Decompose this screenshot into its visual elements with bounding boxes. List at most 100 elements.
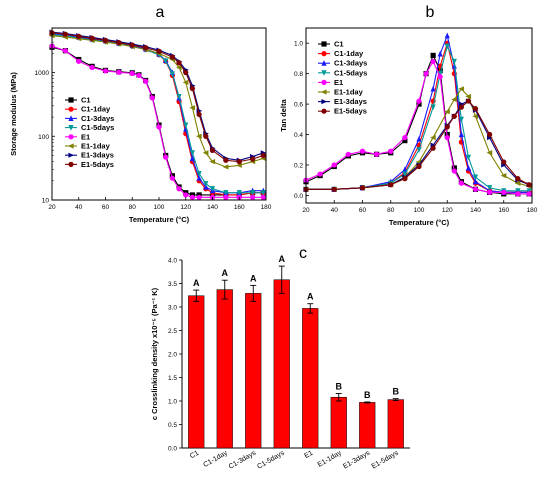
y-tick-label-c-6: 3.0 <box>168 305 177 312</box>
data-point-a-4-9 <box>149 95 155 101</box>
data-point-a-7-4 <box>102 37 109 43</box>
data-point-a-3-18 <box>236 190 242 196</box>
x-tick-label-a-8: 180 <box>261 204 272 211</box>
category-label-c-4: E1 <box>303 450 314 460</box>
y-tick-label-c-1: 0.5 <box>168 422 177 429</box>
data-point-b-7-14 <box>515 176 521 182</box>
legend-label-a-1: C1-1day <box>81 105 111 114</box>
data-point-b-3-5 <box>416 147 422 153</box>
y-tick-label-b-4: 0.8 <box>294 71 303 78</box>
data-point-a-5-12 <box>189 105 196 111</box>
data-point-b-7-7 <box>444 124 450 130</box>
data-point-a-4-1 <box>62 48 68 54</box>
x-tick-label-a-6: 140 <box>207 204 218 211</box>
data-point-a-4-6 <box>129 70 135 76</box>
bar-c-4 <box>302 308 319 449</box>
data-point-b-5-7 <box>444 109 450 115</box>
data-point-b-5-11 <box>472 113 479 119</box>
data-point-b-3-10 <box>458 116 464 123</box>
y-tick-label-c-2: 1.0 <box>168 399 177 406</box>
x-tick-label-b-2: 60 <box>359 207 367 214</box>
data-point-b-4-11 <box>437 74 443 80</box>
data-point-b-0-10 <box>430 52 436 58</box>
data-point-b-3-11 <box>465 154 472 161</box>
data-point-a-4-16 <box>196 194 202 200</box>
x-tick-label-b-5: 120 <box>442 207 453 214</box>
y-tick-label-c-4: 2.0 <box>168 352 177 359</box>
data-point-a-4-2 <box>76 58 82 64</box>
data-point-a-3-17 <box>223 190 229 196</box>
x-tick-label-a-7: 160 <box>234 204 245 211</box>
data-point-a-4-7 <box>136 72 142 79</box>
data-point-a-3-15 <box>203 181 209 187</box>
data-point-a-7-12 <box>189 85 196 92</box>
panel-a-storage-modulus-chart: a 20 40 60 80 100 120 140 160 180 10 100 1000 Tempera… <box>9 4 272 224</box>
legend-label-a-3: C1-5days <box>81 123 114 132</box>
data-point-b-2-5 <box>416 135 422 142</box>
x-axis-label-a: Temperature (°C) <box>129 215 190 224</box>
y-tick-label-b-1: 0.2 <box>294 162 303 169</box>
legend-label-b-2: C1-3days <box>334 59 367 68</box>
data-point-a-4-5 <box>116 69 122 75</box>
data-point-b-3-4 <box>402 171 408 178</box>
data-point-b-4-5 <box>374 151 380 157</box>
panel-c-crosslinking-bar-chart: c0.00.51.01.52.02.53.03.54.0AC1AC1-1dayA… <box>150 245 410 471</box>
data-point-b-2-7 <box>437 50 443 57</box>
data-point-a-7-16 <box>223 157 229 163</box>
data-point-b-4-9 <box>423 71 429 77</box>
bar-c-5 <box>330 396 347 449</box>
group-label-c-0: A <box>193 278 200 288</box>
x-tick-label-a-2: 60 <box>102 204 110 211</box>
data-point-b-0-7 <box>402 138 408 144</box>
data-point-a-3-13 <box>189 150 196 156</box>
data-point-b-4-19 <box>526 191 532 197</box>
legend-marker-a-4 <box>68 134 74 140</box>
y-tick-label-a-1: 100 <box>38 134 49 141</box>
data-point-a-7-19 <box>260 152 266 159</box>
y-tick-label-b-0: 0.0 <box>294 193 303 200</box>
x-tick-label-b-4: 100 <box>414 207 425 214</box>
legend-label-a-6: E1-3days <box>81 151 114 160</box>
data-point-a-7-11 <box>183 69 189 76</box>
legend-label-a-7: E1-5days <box>81 160 114 169</box>
series-line-a-4 <box>51 45 264 198</box>
data-point-b-3-8 <box>444 43 450 50</box>
legend-label-b-5: E1-1day <box>334 88 364 97</box>
data-point-b-5-8 <box>451 96 457 103</box>
data-point-b-3-13 <box>487 185 493 191</box>
legend-label-b-6: E1-3days <box>334 97 367 106</box>
data-point-b-2-12 <box>472 178 479 185</box>
data-point-b-7-10 <box>465 98 472 104</box>
data-point-a-7-10 <box>176 60 182 66</box>
data-point-b-7-2 <box>359 185 366 191</box>
legend-label-b-7: E1-5days <box>334 107 367 116</box>
data-point-b-2-11 <box>465 164 472 171</box>
legend-label-b-3: C1-5days <box>334 68 367 77</box>
x-tick-label-a-5: 120 <box>180 204 191 211</box>
data-point-a-3-20 <box>260 190 266 196</box>
group-label-c-6: B <box>364 390 371 400</box>
data-point-b-5-10 <box>465 93 472 100</box>
legend-marker-b-7 <box>321 108 327 114</box>
legend-marker-a-0 <box>68 97 74 103</box>
data-point-a-5-14 <box>202 150 209 156</box>
data-point-a-4-20 <box>250 194 256 200</box>
data-point-a-3-9 <box>163 58 169 65</box>
data-point-a-4-21 <box>260 194 266 200</box>
bar-c-0 <box>188 295 205 449</box>
y-tick-label-c-7: 3.5 <box>168 281 177 288</box>
legend-label-b-4: E1 <box>334 78 343 87</box>
data-point-b-4-12 <box>444 134 450 141</box>
data-point-a-7-5 <box>116 40 122 46</box>
y-tick-label-a-0: 10 <box>42 198 50 205</box>
data-point-b-4-15 <box>472 186 479 192</box>
bar-c-2 <box>245 293 262 449</box>
legend-marker-b-2 <box>321 60 327 66</box>
legend-marker-b-0 <box>321 41 327 47</box>
x-axis-label-b: Temperature (°C) <box>389 218 450 227</box>
data-point-b-2-6 <box>430 85 436 92</box>
x-tick-label-b-3: 80 <box>387 207 395 214</box>
legend-label-a-5: E1-1day <box>81 142 111 151</box>
group-label-c-2: A <box>250 273 257 283</box>
legend-label-a-4: E1 <box>81 132 90 141</box>
